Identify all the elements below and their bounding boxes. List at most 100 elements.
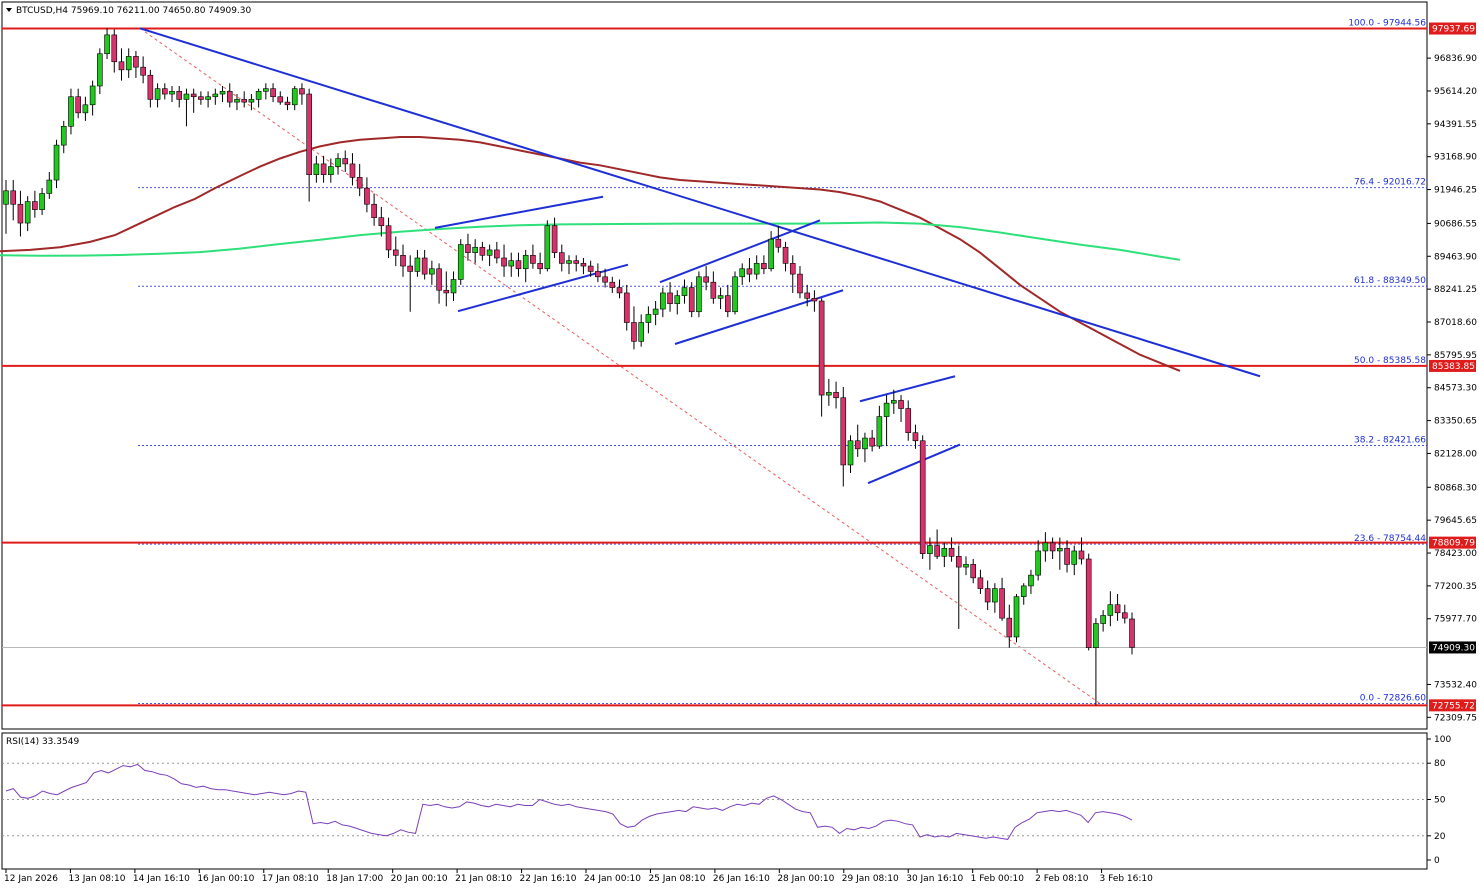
- candle-body: [1129, 618, 1135, 648]
- candle-body: [10, 190, 17, 205]
- candle-body: [696, 276, 702, 313]
- price-axis: 96836.90 95614.20 94391.55 93168.90 91946.25…: [1427, 54, 1477, 723]
- candle-body: [826, 392, 832, 396]
- rsi-tick-label: 50: [1434, 796, 1446, 806]
- candle-body: [739, 268, 746, 278]
- candle-body: [602, 276, 608, 283]
- rsi-header: RSI(14) 33.3549: [6, 737, 79, 747]
- level-price-tag-label: 78809.79: [1432, 539, 1475, 549]
- time-tick-label: 3 Feb 16:10: [1100, 874, 1154, 884]
- fib-label: 76.4 - 92016.72: [1354, 178, 1426, 188]
- fib-label: 100.0 - 97944.56: [1348, 18, 1426, 28]
- channel-upper-line: [859, 375, 956, 403]
- current-price-tag: [1429, 641, 1476, 654]
- channel-upper-line: [434, 195, 604, 229]
- time-tick-label: 21 Jan 08:10: [455, 874, 512, 884]
- candle-body: [508, 260, 515, 267]
- candle-body: [118, 61, 125, 71]
- candle-body: [862, 437, 868, 450]
- candle-body: [306, 93, 312, 175]
- candle-body: [703, 276, 709, 283]
- candle-body: [775, 238, 782, 248]
- time-tick-label: 12 Jan 2026: [4, 874, 58, 884]
- candle-body: [133, 56, 139, 68]
- candle-body: [566, 260, 572, 264]
- price-tick-label: 79645.65: [1434, 516, 1477, 526]
- candle-body: [840, 397, 847, 466]
- trendlines: [139, 27, 1261, 485]
- candle-body: [977, 577, 984, 589]
- time-tick-label: 16 Jan 00:10: [197, 874, 254, 884]
- candle-body: [198, 96, 204, 100]
- price-tick-label: 91946.25: [1434, 186, 1477, 196]
- fib-label: 23.6 - 78754.44: [1354, 534, 1426, 544]
- candle-body: [1114, 604, 1121, 614]
- price-tick-label: 83350.65: [1434, 417, 1477, 427]
- candle-body: [457, 244, 464, 280]
- candle-body: [277, 96, 284, 103]
- candle-body: [479, 246, 486, 256]
- candle-body: [486, 249, 493, 256]
- candle-body: [82, 104, 89, 114]
- price-tick-label: 78423.00: [1434, 549, 1477, 559]
- candle-body: [443, 289, 450, 294]
- time-tick-label: 17 Jan 08:10: [262, 874, 319, 884]
- rsi-tick-label: 20: [1434, 832, 1446, 842]
- time-tick-label: 28 Jan 00:10: [777, 874, 834, 884]
- candle-body: [551, 225, 558, 253]
- fib-label: 0.0 - 72826.60: [1360, 693, 1426, 703]
- candle-body: [934, 545, 940, 557]
- price-tick-label: 94391.55: [1434, 120, 1477, 130]
- price-tick-label: 93168.90: [1434, 153, 1477, 163]
- candle-body: [349, 163, 356, 178]
- candle-body: [833, 392, 839, 399]
- candle-body: [39, 193, 45, 210]
- channel-lower-line: [867, 443, 961, 485]
- candle-body: [140, 66, 146, 76]
- fib-label: 38.2 - 82421.66: [1354, 436, 1426, 446]
- price-tick-label: 85795.95: [1434, 351, 1477, 361]
- candle-body: [891, 400, 897, 404]
- candle-body: [111, 34, 118, 63]
- time-axis: 12 Jan 2026 13 Jan 08:10 14 Jan 16:10 16 Ja…: [4, 869, 1153, 884]
- candle-body: [587, 265, 594, 272]
- candle-body: [573, 260, 580, 264]
- candle-body: [335, 158, 341, 167]
- rsi-tick-label: 100: [1434, 735, 1451, 745]
- price-tick-label: 95614.20: [1434, 87, 1477, 97]
- candle-body: [436, 268, 442, 291]
- candle-body: [32, 201, 38, 210]
- candle-body: [429, 268, 435, 275]
- candle-body: [234, 99, 240, 103]
- price-tick-label: 77200.35: [1434, 582, 1477, 592]
- candle-body: [1013, 596, 1020, 638]
- candlesticks: [3, 28, 1135, 706]
- candle-body: [927, 545, 933, 554]
- candle-body: [154, 88, 161, 100]
- moving-averages: [0, 136, 1181, 372]
- candle-body: [1006, 617, 1013, 638]
- candle-body: [1078, 550, 1085, 560]
- candle-body: [1071, 550, 1078, 565]
- candle-body: [854, 440, 861, 450]
- candle-body: [717, 295, 724, 299]
- fib-label: 61.8 - 88349.50: [1354, 276, 1426, 286]
- candle-body: [1028, 574, 1034, 587]
- candle-body: [320, 163, 327, 175]
- candle-body: [811, 298, 818, 302]
- fast-moving-average-line: [0, 221, 1181, 261]
- candle-body: [818, 300, 825, 396]
- candle-body: [782, 246, 789, 264]
- candle-body: [1020, 585, 1027, 597]
- candle-body: [948, 547, 955, 557]
- candle-body: [494, 249, 500, 259]
- candle-body: [984, 588, 991, 603]
- candle-body: [241, 99, 247, 103]
- time-tick-label: 26 Jan 16:10: [713, 874, 770, 884]
- candle-body: [421, 257, 428, 275]
- candle-body: [1035, 550, 1041, 576]
- price-tick-label: 96836.90: [1434, 54, 1477, 64]
- collapse-triangle-icon[interactable]: [6, 8, 12, 12]
